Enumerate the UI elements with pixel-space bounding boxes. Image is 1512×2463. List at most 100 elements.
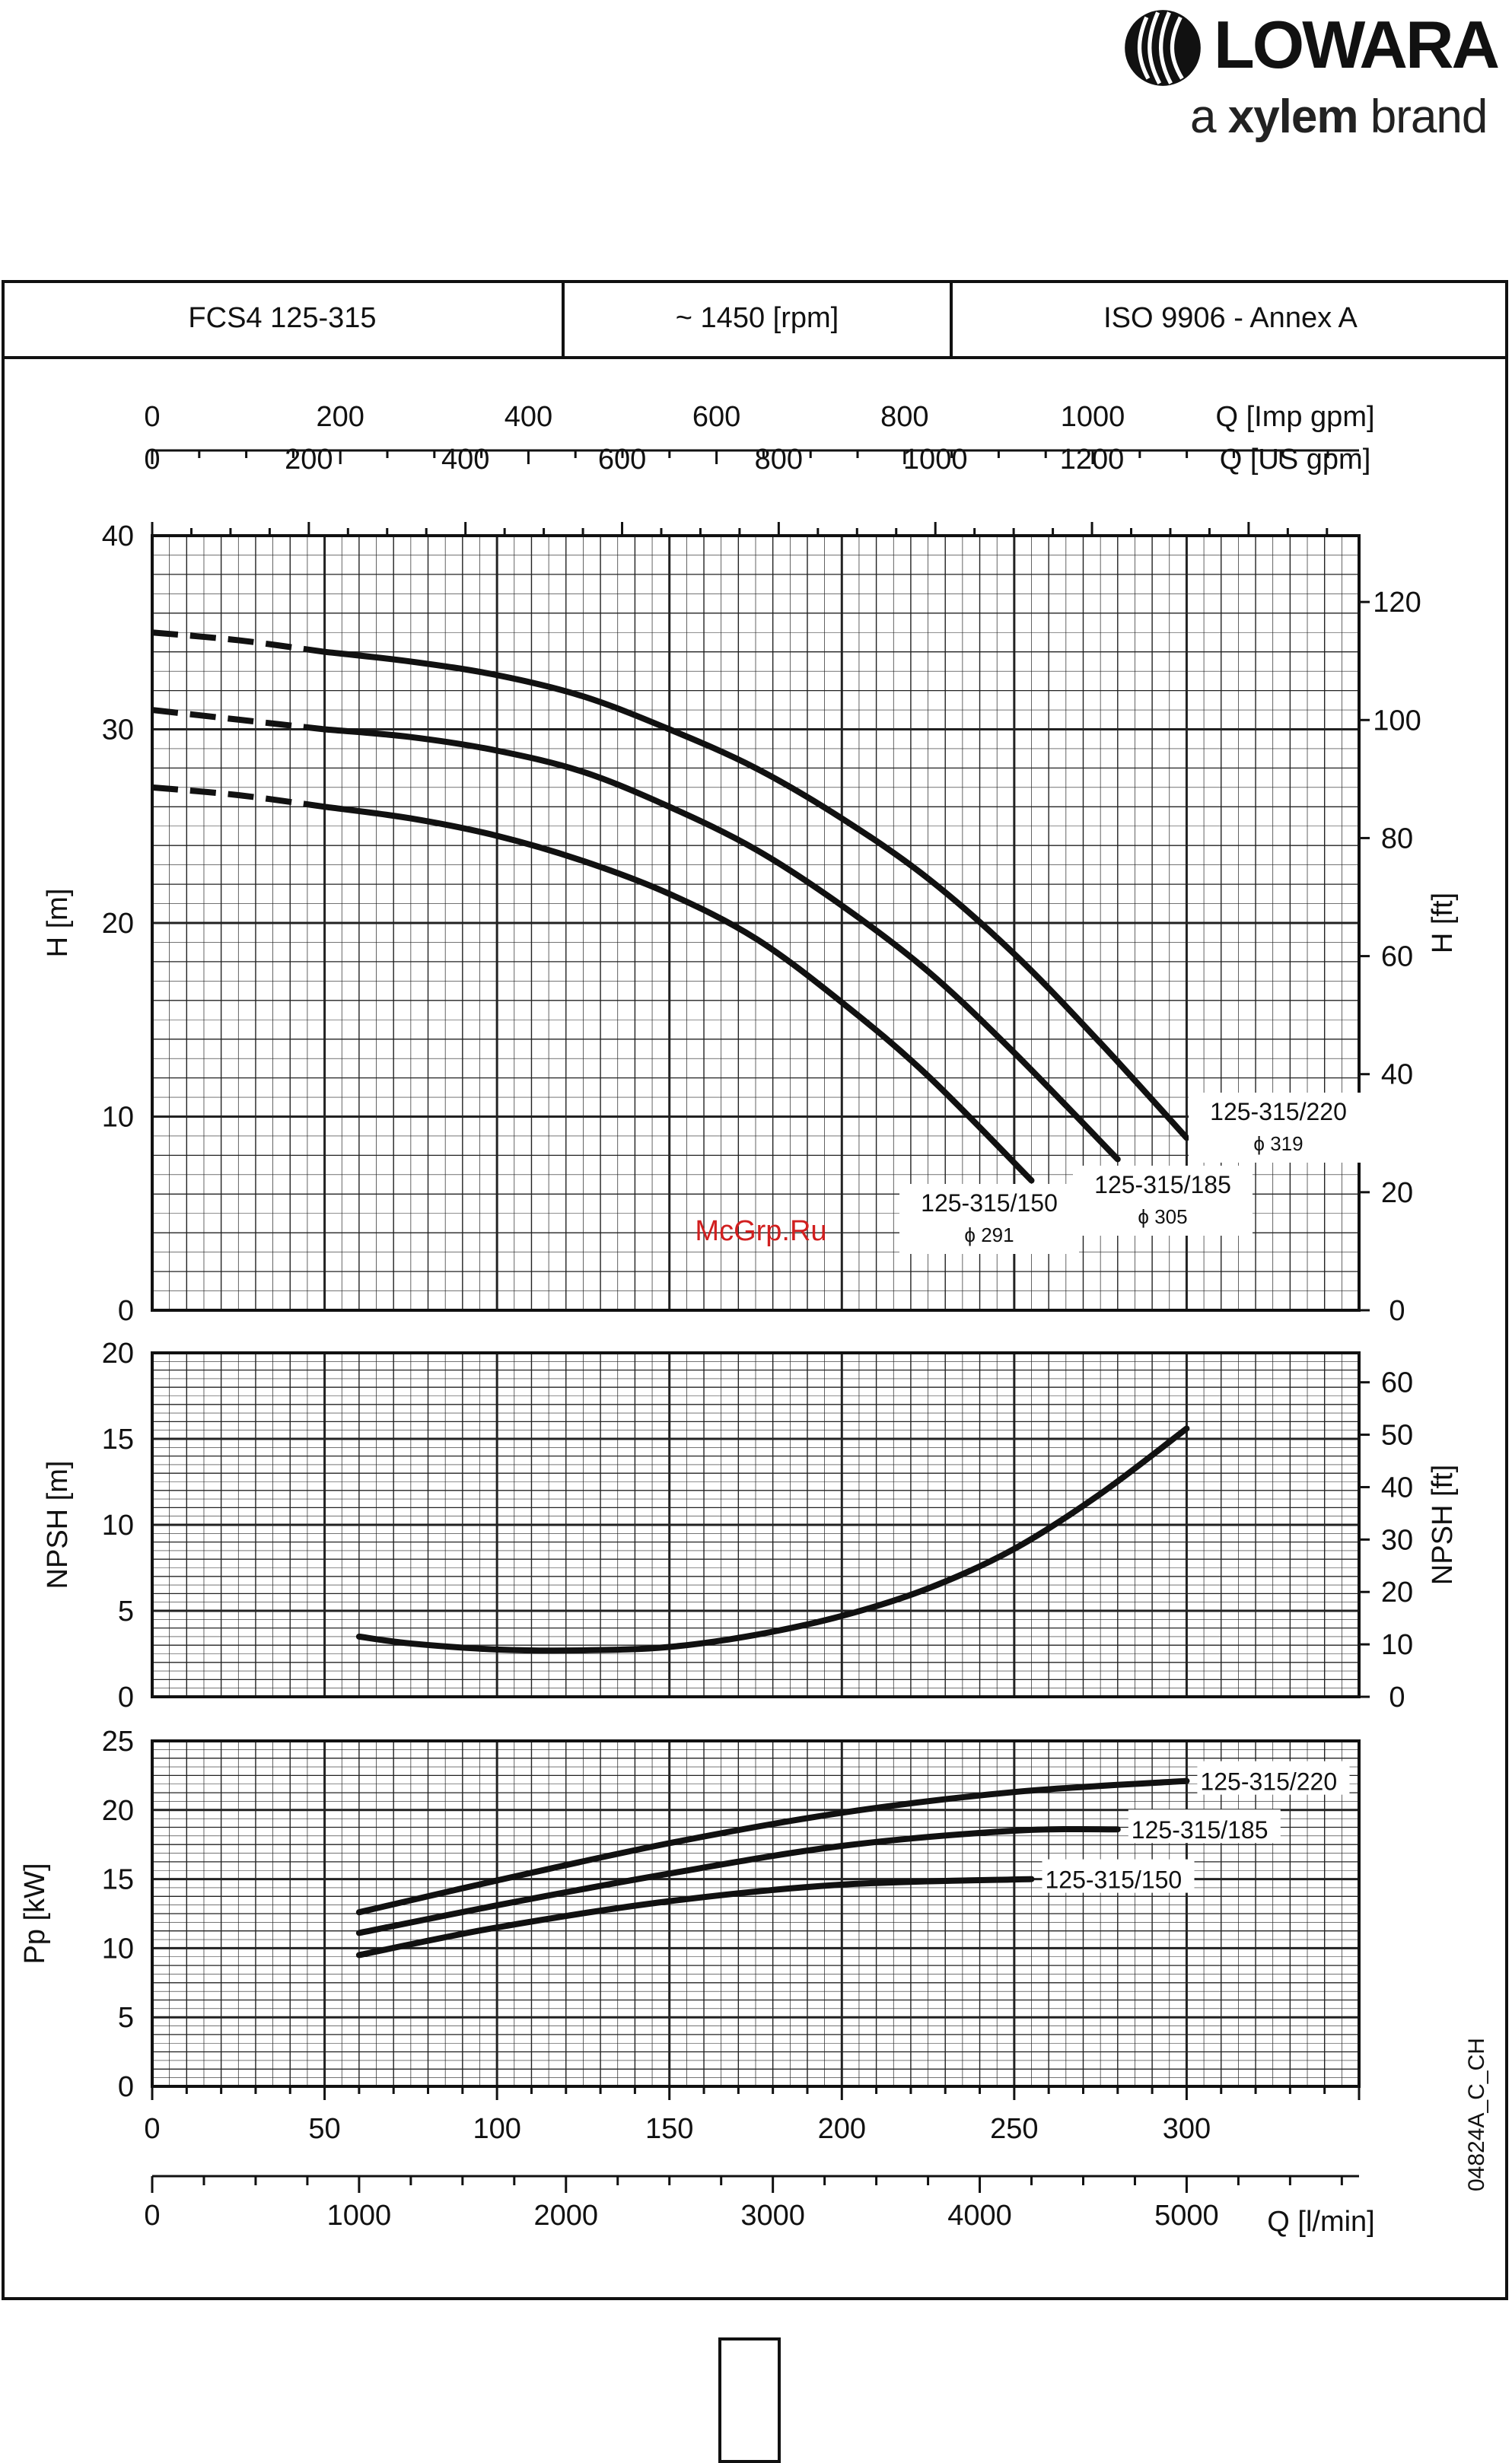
x-tick-label: 0 bbox=[144, 2113, 160, 2145]
curve-label: 125-315/150 bbox=[921, 1189, 1058, 1217]
y-right-tick-label: 10 bbox=[1381, 1629, 1413, 1661]
y-right-axis-title: H [ft] bbox=[1427, 893, 1459, 953]
top-axis-tick-label: 600 bbox=[598, 444, 646, 476]
y-tick-label: 5 bbox=[118, 1596, 134, 1628]
bottom-tick-label: 5000 bbox=[1154, 2200, 1219, 2232]
chart-frame bbox=[2, 280, 1508, 2300]
curve-label: 125-315/185 bbox=[1094, 1171, 1231, 1198]
panel-border bbox=[151, 534, 1361, 1312]
head-curve-dashed bbox=[151, 784, 326, 810]
head-curve bbox=[321, 803, 1035, 1184]
bottom-tick-label: 1000 bbox=[327, 2200, 392, 2232]
y-tick-label: 15 bbox=[102, 1864, 134, 1896]
x-tick-label: 200 bbox=[818, 2113, 866, 2145]
bottom-axis-title: Q [l/min] bbox=[1267, 2206, 1374, 2238]
y-right-tick-label: 0 bbox=[1389, 1295, 1405, 1327]
power-curve bbox=[355, 1825, 1121, 1936]
y-right-tick-label: 30 bbox=[1381, 1524, 1413, 1556]
power-label-bg bbox=[1128, 1809, 1281, 1844]
y-right-tick-label: 50 bbox=[1381, 1420, 1413, 1452]
y-tick-label: 30 bbox=[102, 714, 134, 746]
y-axis-title: NPSH [m] bbox=[42, 1461, 74, 1589]
x-tick-label: 250 bbox=[990, 2113, 1038, 2145]
top-axis-tick-label: 400 bbox=[441, 444, 489, 476]
y-right-tick-label: 40 bbox=[1381, 1059, 1413, 1091]
y-axis-title: H [m] bbox=[42, 889, 74, 958]
curve-diameter-label: ϕ 305 bbox=[1138, 1205, 1187, 1228]
y-tick-label: 25 bbox=[102, 1726, 134, 1758]
top-axis-tick-label: 600 bbox=[692, 401, 740, 433]
y-tick-label: 10 bbox=[102, 1933, 134, 1965]
y-right-tick-label: 20 bbox=[1381, 1177, 1413, 1209]
y-right-tick-label: 100 bbox=[1373, 705, 1421, 737]
head-curve-dashed bbox=[151, 629, 326, 655]
watermark: McGrp.Ru bbox=[695, 1215, 826, 1247]
y-axis-title: Pp [kW] bbox=[19, 1863, 51, 1964]
y-right-tick-label: 120 bbox=[1373, 587, 1421, 619]
header-rule bbox=[2, 356, 1508, 359]
top-axis-tick-label: 1200 bbox=[1060, 444, 1125, 476]
y-tick-label: 10 bbox=[102, 1102, 134, 1134]
page-number-box bbox=[718, 2337, 781, 2463]
y-tick-label: 5 bbox=[118, 2002, 134, 2034]
y-tick-label: 20 bbox=[102, 1795, 134, 1827]
curve-diameter-label: ϕ 319 bbox=[1253, 1132, 1303, 1155]
model-label: FCS4 125-315 bbox=[188, 301, 377, 334]
head-curve bbox=[321, 648, 1190, 1141]
power-curve bbox=[355, 1777, 1190, 1916]
bottom-tick-label: 4000 bbox=[947, 2200, 1012, 2232]
header-divider bbox=[950, 280, 953, 358]
y-right-tick-label: 0 bbox=[1389, 1682, 1405, 1714]
brand-logo: LOWARA a xylem brand bbox=[1111, 0, 1507, 160]
curve-label-bg bbox=[1073, 1166, 1253, 1236]
head-curve-dashed bbox=[151, 707, 326, 733]
npsh-curve bbox=[355, 1425, 1190, 1654]
curve-label-bg bbox=[1189, 1093, 1368, 1163]
top-axis-title: Q [Imp gpm] bbox=[1215, 401, 1374, 433]
top-axis-tick-label: 400 bbox=[505, 401, 552, 433]
panel-border bbox=[151, 1739, 1361, 2088]
y-tick-label: 20 bbox=[102, 908, 134, 940]
top-axis-tick-label: 1000 bbox=[1061, 401, 1125, 433]
y-right-tick-label: 40 bbox=[1381, 1472, 1413, 1504]
y-tick-label: 0 bbox=[118, 1295, 134, 1327]
document-code: 04824A_C_CH bbox=[1464, 2038, 1489, 2191]
header-divider bbox=[562, 280, 565, 358]
top-axis-tick-label: 200 bbox=[317, 401, 364, 433]
y-right-axis-title: NPSH [ft] bbox=[1427, 1465, 1459, 1585]
x-tick-label: 50 bbox=[308, 2113, 340, 2145]
top-axis-tick-label: 0 bbox=[144, 401, 160, 433]
power-label-bg bbox=[1042, 1859, 1195, 1893]
top-axis-tick-label: 200 bbox=[285, 444, 333, 476]
y-right-tick-label: 60 bbox=[1381, 1367, 1413, 1399]
y-tick-label: 15 bbox=[102, 1424, 134, 1456]
standard-label: ISO 9906 - Annex A bbox=[1103, 301, 1358, 334]
y-tick-label: 40 bbox=[102, 520, 134, 552]
brand-name: LOWARA bbox=[1214, 7, 1500, 82]
x-tick-label: 100 bbox=[473, 2113, 520, 2145]
y-tick-label: 0 bbox=[118, 1682, 134, 1714]
brand-tagline: a xylem brand bbox=[1190, 91, 1488, 143]
top-axis-tick-label: 1000 bbox=[903, 444, 968, 476]
top-axis-tick-label: 800 bbox=[880, 401, 928, 433]
top-axis-tick-label: 0 bbox=[144, 444, 160, 476]
bottom-tick-label: 2000 bbox=[533, 2200, 598, 2232]
power-curve bbox=[355, 1876, 1035, 1959]
top-axis-tick-label: 800 bbox=[755, 444, 803, 476]
head-curve bbox=[321, 726, 1121, 1163]
power-curve-label: 125-315/220 bbox=[1200, 1768, 1337, 1796]
y-tick-label: 20 bbox=[102, 1338, 134, 1370]
x-tick-label: 150 bbox=[645, 2113, 693, 2145]
curve-diameter-label: ϕ 291 bbox=[964, 1224, 1014, 1246]
y-tick-label: 0 bbox=[118, 2071, 134, 2103]
power-curve-label: 125-315/150 bbox=[1046, 1866, 1183, 1894]
bottom-tick-label: 3000 bbox=[740, 2200, 805, 2232]
y-right-tick-label: 60 bbox=[1381, 941, 1413, 973]
y-right-tick-label: 80 bbox=[1381, 823, 1413, 854]
speed-label: ~ 1450 [rpm] bbox=[675, 301, 839, 334]
y-tick-label: 10 bbox=[102, 1510, 134, 1542]
x-tick-label: 300 bbox=[1163, 2113, 1211, 2145]
panel-border bbox=[151, 1351, 1361, 1698]
bottom-tick-label: 0 bbox=[144, 2200, 160, 2232]
